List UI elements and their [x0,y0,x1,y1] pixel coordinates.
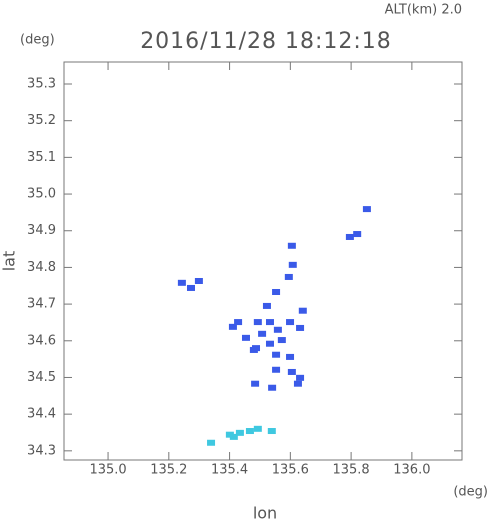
echo-cell [273,326,282,333]
echo-cell [251,380,260,387]
echo-cell [207,439,216,446]
echo-cell [296,324,305,331]
x-tick-label: 135.2 [150,463,187,478]
y-tick-label: 35.3 [27,77,56,92]
echo-cell [265,340,274,347]
echo-cell [298,307,307,314]
echo-cell [245,428,254,435]
echo-cell [296,374,305,381]
x-tick-label: 135.6 [272,463,309,478]
x-tick-label: 135.4 [211,463,248,478]
echo-cell [353,231,362,238]
echo-cell [253,319,262,326]
echo-cell [288,261,297,268]
echo-cell [258,330,267,337]
y-tick-label: 34.9 [27,223,56,238]
x-unit: (deg) [453,485,488,500]
x-tick-label: 135.8 [332,463,369,478]
echo-cell [287,242,296,249]
echo-cell [177,279,186,286]
plot-frame [63,61,463,461]
x-tick-label: 135.0 [89,463,126,478]
echo-cell [287,368,296,375]
y-axis-label: lat [0,251,19,272]
y-tick-label: 34.6 [27,333,56,348]
echo-cell [362,206,371,213]
y-tick-label: 34.3 [27,443,56,458]
echo-cell [286,353,295,360]
y-tick-label: 34.8 [27,260,56,275]
echo-cell [345,233,354,240]
x-axis-label: lon [253,504,277,521]
echo-cell [293,380,302,387]
echo-cell [262,302,271,309]
y-tick-label: 35.0 [27,187,56,202]
chart-title: 2016/11/28 18:12:18 [140,29,392,54]
y-tick-label: 35.1 [27,150,56,165]
echo-cell [265,319,274,326]
y-tick-label: 34.7 [27,297,56,312]
echo-cell [229,433,238,440]
echo-cell [253,425,262,432]
echo-cell [252,345,261,352]
echo-cell [277,337,286,344]
y-tick-label: 35.2 [27,113,56,128]
x-tick-label: 136.0 [393,463,430,478]
echo-cell [194,277,203,284]
y-tick-label: 34.4 [27,407,56,422]
echo-cell [234,319,243,326]
echo-cell [228,323,237,330]
echo-cell [267,428,276,435]
echo-cell [235,429,244,436]
echo-cell [272,288,281,295]
y-unit: (deg) [20,33,55,48]
echo-cell [272,351,281,358]
y-tick-label: 34.5 [27,370,56,385]
echo-cell [286,319,295,326]
echo-cell [268,384,277,391]
echo-cell [241,334,250,341]
echo-cell [284,273,293,280]
echo-cell [272,366,281,373]
echo-cell [186,284,195,291]
subtitle: ALT(km) 2.0 [385,3,462,18]
